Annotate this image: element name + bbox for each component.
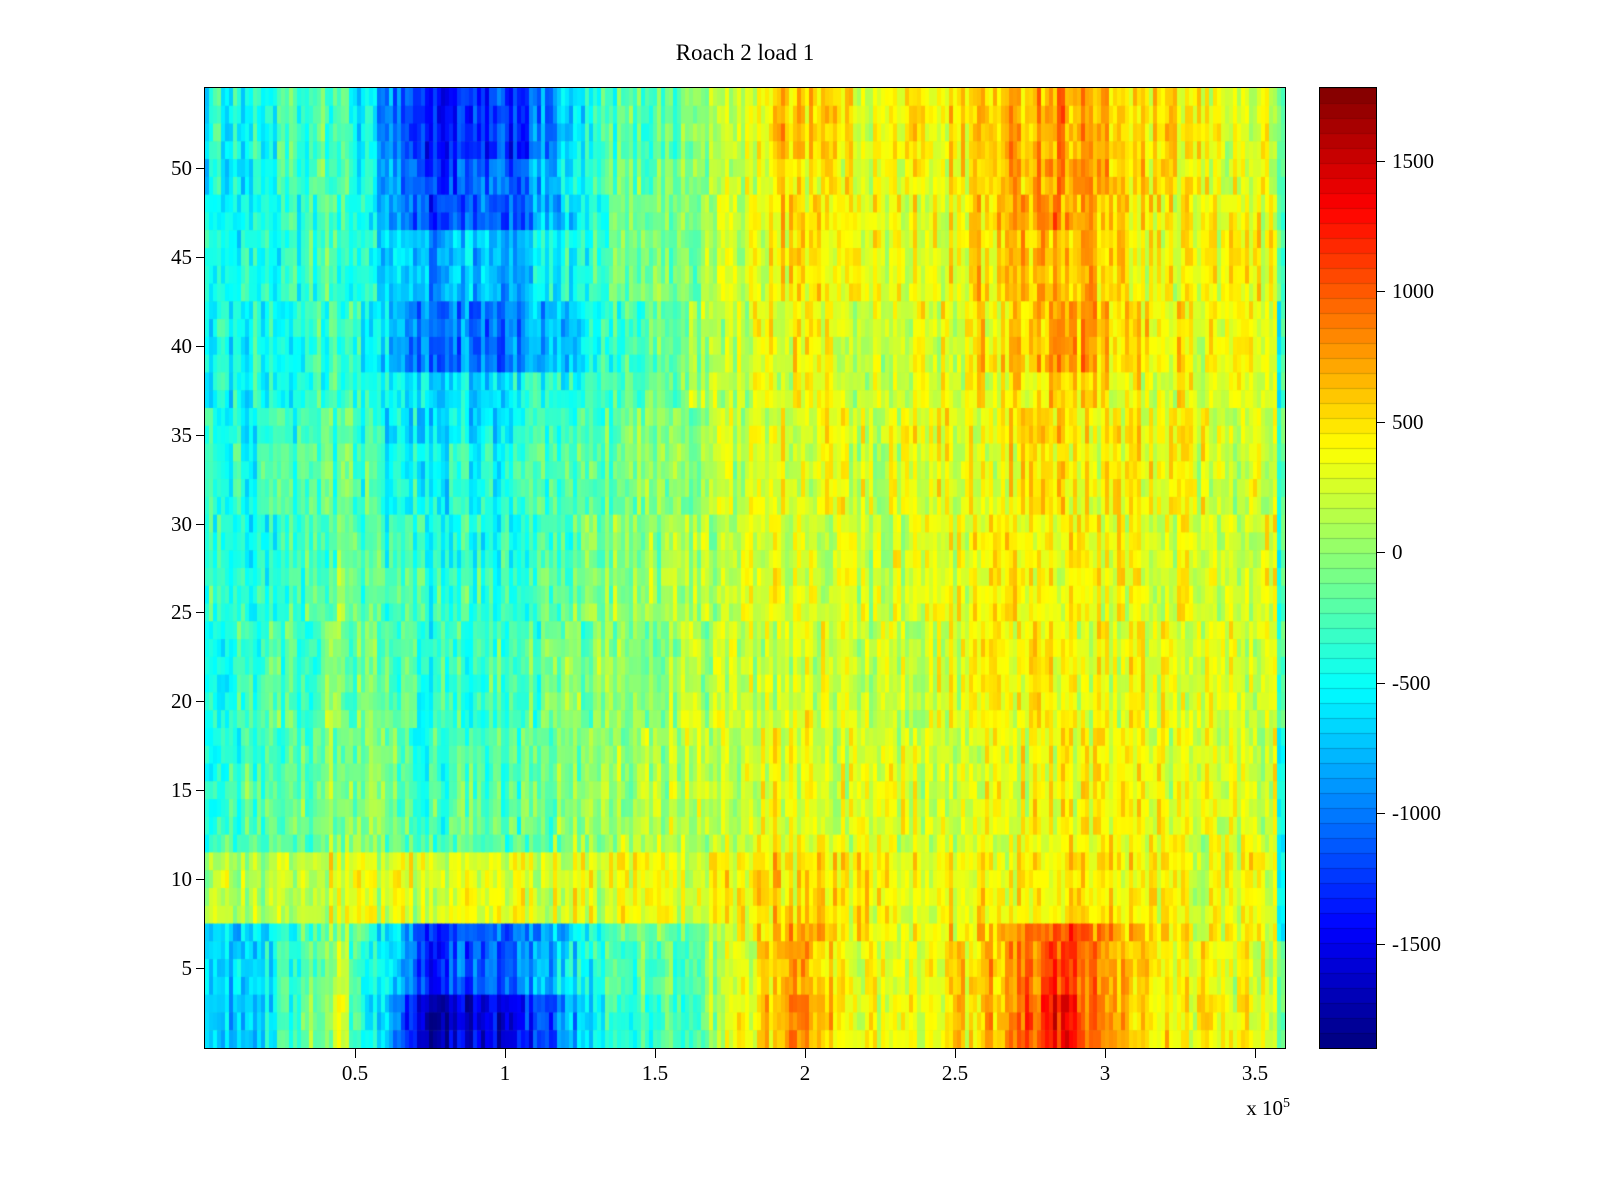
colorbar-tick-mark — [1377, 683, 1385, 684]
colorbar-tick-mark — [1377, 422, 1385, 423]
y-tick-label: 25 — [171, 600, 192, 624]
x-exponent-prefix: x 10 — [1246, 1096, 1283, 1120]
y-tick-label: 50 — [171, 156, 192, 180]
y-tick-mark — [196, 168, 205, 169]
y-tick-mark — [196, 968, 205, 969]
y-tick-mark — [196, 346, 205, 347]
y-tick-mark — [196, 257, 205, 258]
y-tick-mark — [196, 435, 205, 436]
colorbar-tick-mark — [1377, 552, 1385, 553]
colorbar-tick-label: 500 — [1392, 410, 1424, 434]
colorbar-tick-mark — [1377, 161, 1385, 162]
colorbar-tick-mark — [1377, 291, 1385, 292]
x-tick-mark — [1255, 1049, 1256, 1058]
x-axis-exponent: x 105 — [1150, 1096, 1290, 1121]
x-tick-mark — [805, 1049, 806, 1058]
x-tick-label: 1.5 — [641, 1061, 669, 1085]
x-tick-label: 3 — [1099, 1061, 1111, 1085]
y-tick-mark — [196, 524, 205, 525]
colorbar-tick-label: -500 — [1392, 671, 1431, 695]
x-tick-mark — [505, 1049, 506, 1058]
colorbar-tick-label: 0 — [1392, 540, 1403, 564]
y-tick-mark — [196, 612, 205, 613]
chart-title: Roach 2 load 1 — [675, 40, 815, 65]
y-tick-mark — [196, 879, 205, 880]
y-tick-label: 15 — [171, 778, 192, 802]
y-tick-label: 20 — [171, 689, 192, 713]
colorbar — [1319, 87, 1377, 1049]
y-tick-label: 35 — [171, 423, 192, 447]
colorbar-tick-label: -1500 — [1392, 932, 1441, 956]
x-exponent-value: 5 — [1283, 1096, 1290, 1111]
x-tick-mark — [655, 1049, 656, 1058]
y-tick-label: 30 — [171, 512, 192, 536]
colorbar-tick-mark — [1377, 944, 1385, 945]
y-tick-label: 10 — [171, 867, 192, 891]
x-tick-mark — [355, 1049, 356, 1058]
x-tick-label: 1 — [499, 1061, 511, 1085]
colorbar-canvas — [1320, 88, 1376, 1048]
heatmap-plot — [204, 87, 1286, 1049]
y-tick-mark — [196, 701, 205, 702]
y-tick-label: 40 — [171, 334, 192, 358]
x-tick-label: 0.5 — [341, 1061, 369, 1085]
y-tick-label: 45 — [171, 245, 192, 269]
colorbar-tick-label: 1000 — [1392, 279, 1434, 303]
x-tick-label: 2.5 — [941, 1061, 969, 1085]
x-tick-mark — [1105, 1049, 1106, 1058]
y-tick-mark — [196, 790, 205, 791]
x-tick-label: 3.5 — [1241, 1061, 1269, 1085]
colorbar-tick-mark — [1377, 813, 1385, 814]
y-tick-label: 5 — [181, 956, 193, 980]
heatmap-canvas — [205, 88, 1285, 1048]
x-tick-label: 2 — [799, 1061, 811, 1085]
colorbar-tick-label: -1000 — [1392, 801, 1441, 825]
colorbar-tick-label: 1500 — [1392, 149, 1434, 173]
x-tick-mark — [955, 1049, 956, 1058]
